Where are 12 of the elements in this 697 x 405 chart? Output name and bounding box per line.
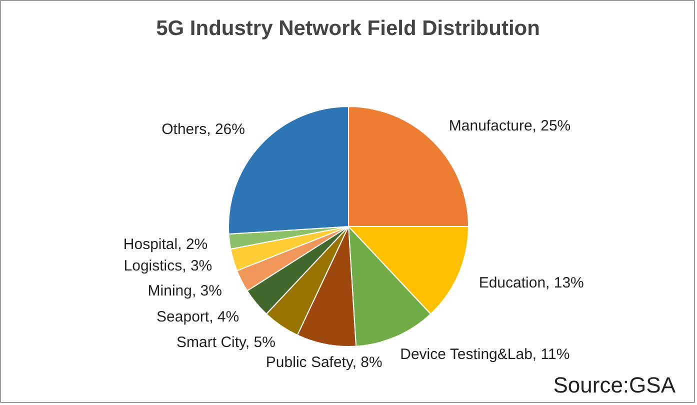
slice-label: Seaport, 4% bbox=[156, 308, 240, 326]
slice-label: Logistics, 3% bbox=[124, 258, 212, 275]
slice-label: Manufacture, 25% bbox=[448, 118, 571, 135]
slice-label: Public Safety, 8% bbox=[266, 354, 382, 372]
slice-label: Education, 13% bbox=[478, 274, 584, 292]
chart-title: 5G Industry Network Field Distribution bbox=[156, 17, 540, 40]
source-note: Source:GSA bbox=[553, 372, 676, 398]
slice-label: Device Testing&Lab, 11% bbox=[400, 346, 570, 363]
slice-label: Hospital, 2% bbox=[123, 236, 208, 253]
slice-label: Others, 26% bbox=[162, 120, 245, 138]
slice-label: Mining, 3% bbox=[148, 282, 222, 300]
slice-label: Smart City, 5% bbox=[176, 334, 276, 352]
